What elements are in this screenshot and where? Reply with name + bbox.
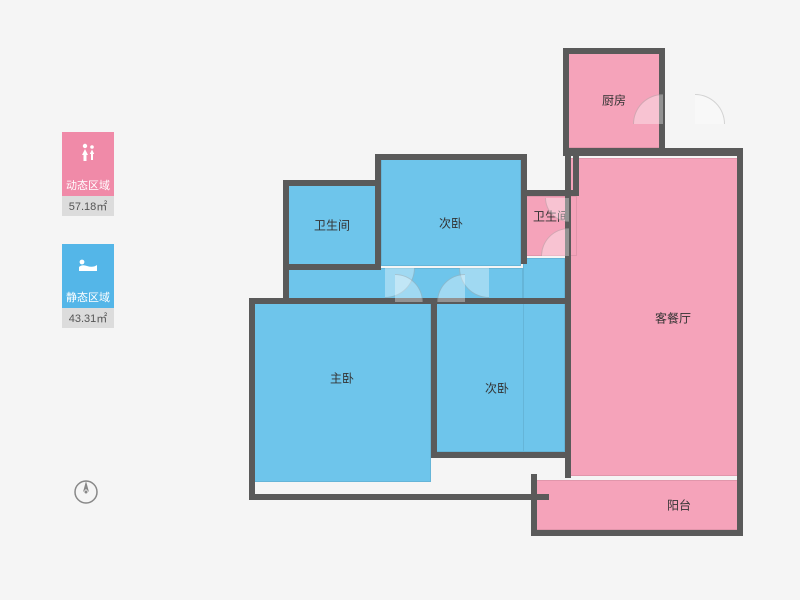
- room-label-bed2b: 次卧: [485, 380, 509, 397]
- wall: [431, 298, 437, 458]
- wall: [563, 48, 569, 152]
- wall: [375, 154, 381, 270]
- floorplan: 厨房客餐厅卫生间阳台次卧卫生间主卧次卧: [235, 28, 755, 548]
- wall: [573, 154, 579, 194]
- room-balcony: [535, 480, 739, 530]
- legend: 动态区域 57.18㎡ 静态区域 43.31㎡: [58, 132, 118, 356]
- wall: [531, 530, 743, 536]
- room-masterbed: [253, 302, 431, 482]
- room-living: [567, 158, 739, 476]
- compass-icon: [72, 478, 100, 506]
- room-label-kitchen: 厨房: [602, 92, 626, 109]
- wall: [737, 148, 743, 536]
- wall: [375, 154, 525, 160]
- wall: [283, 180, 379, 186]
- room-label-bath1: 卫生间: [314, 217, 350, 234]
- wall: [521, 154, 527, 264]
- legend-dynamic-value: 57.18㎡: [62, 196, 114, 216]
- wall: [435, 452, 565, 458]
- room-label-bed2a: 次卧: [439, 215, 463, 232]
- room-label-living: 客餐厅: [655, 310, 691, 327]
- wall: [283, 180, 289, 302]
- wall: [249, 298, 255, 498]
- room-label-balcony: 阳台: [667, 497, 691, 514]
- legend-static: 静态区域 43.31㎡: [58, 244, 118, 328]
- room-entry: [523, 258, 565, 452]
- wall: [563, 148, 743, 156]
- room-label-masterbed: 主卧: [330, 370, 354, 387]
- rest-icon: [62, 244, 114, 286]
- legend-dynamic: 动态区域 57.18㎡: [58, 132, 118, 216]
- legend-dynamic-label: 动态区域: [62, 174, 114, 196]
- legend-static-label: 静态区域: [62, 286, 114, 308]
- wall: [283, 264, 379, 270]
- door-swing: [665, 94, 725, 154]
- wall: [249, 494, 549, 500]
- wall: [563, 48, 665, 54]
- room-bed2a: [381, 158, 521, 266]
- wall: [531, 474, 537, 534]
- people-icon: [62, 132, 114, 174]
- legend-static-value: 43.31㎡: [62, 308, 114, 328]
